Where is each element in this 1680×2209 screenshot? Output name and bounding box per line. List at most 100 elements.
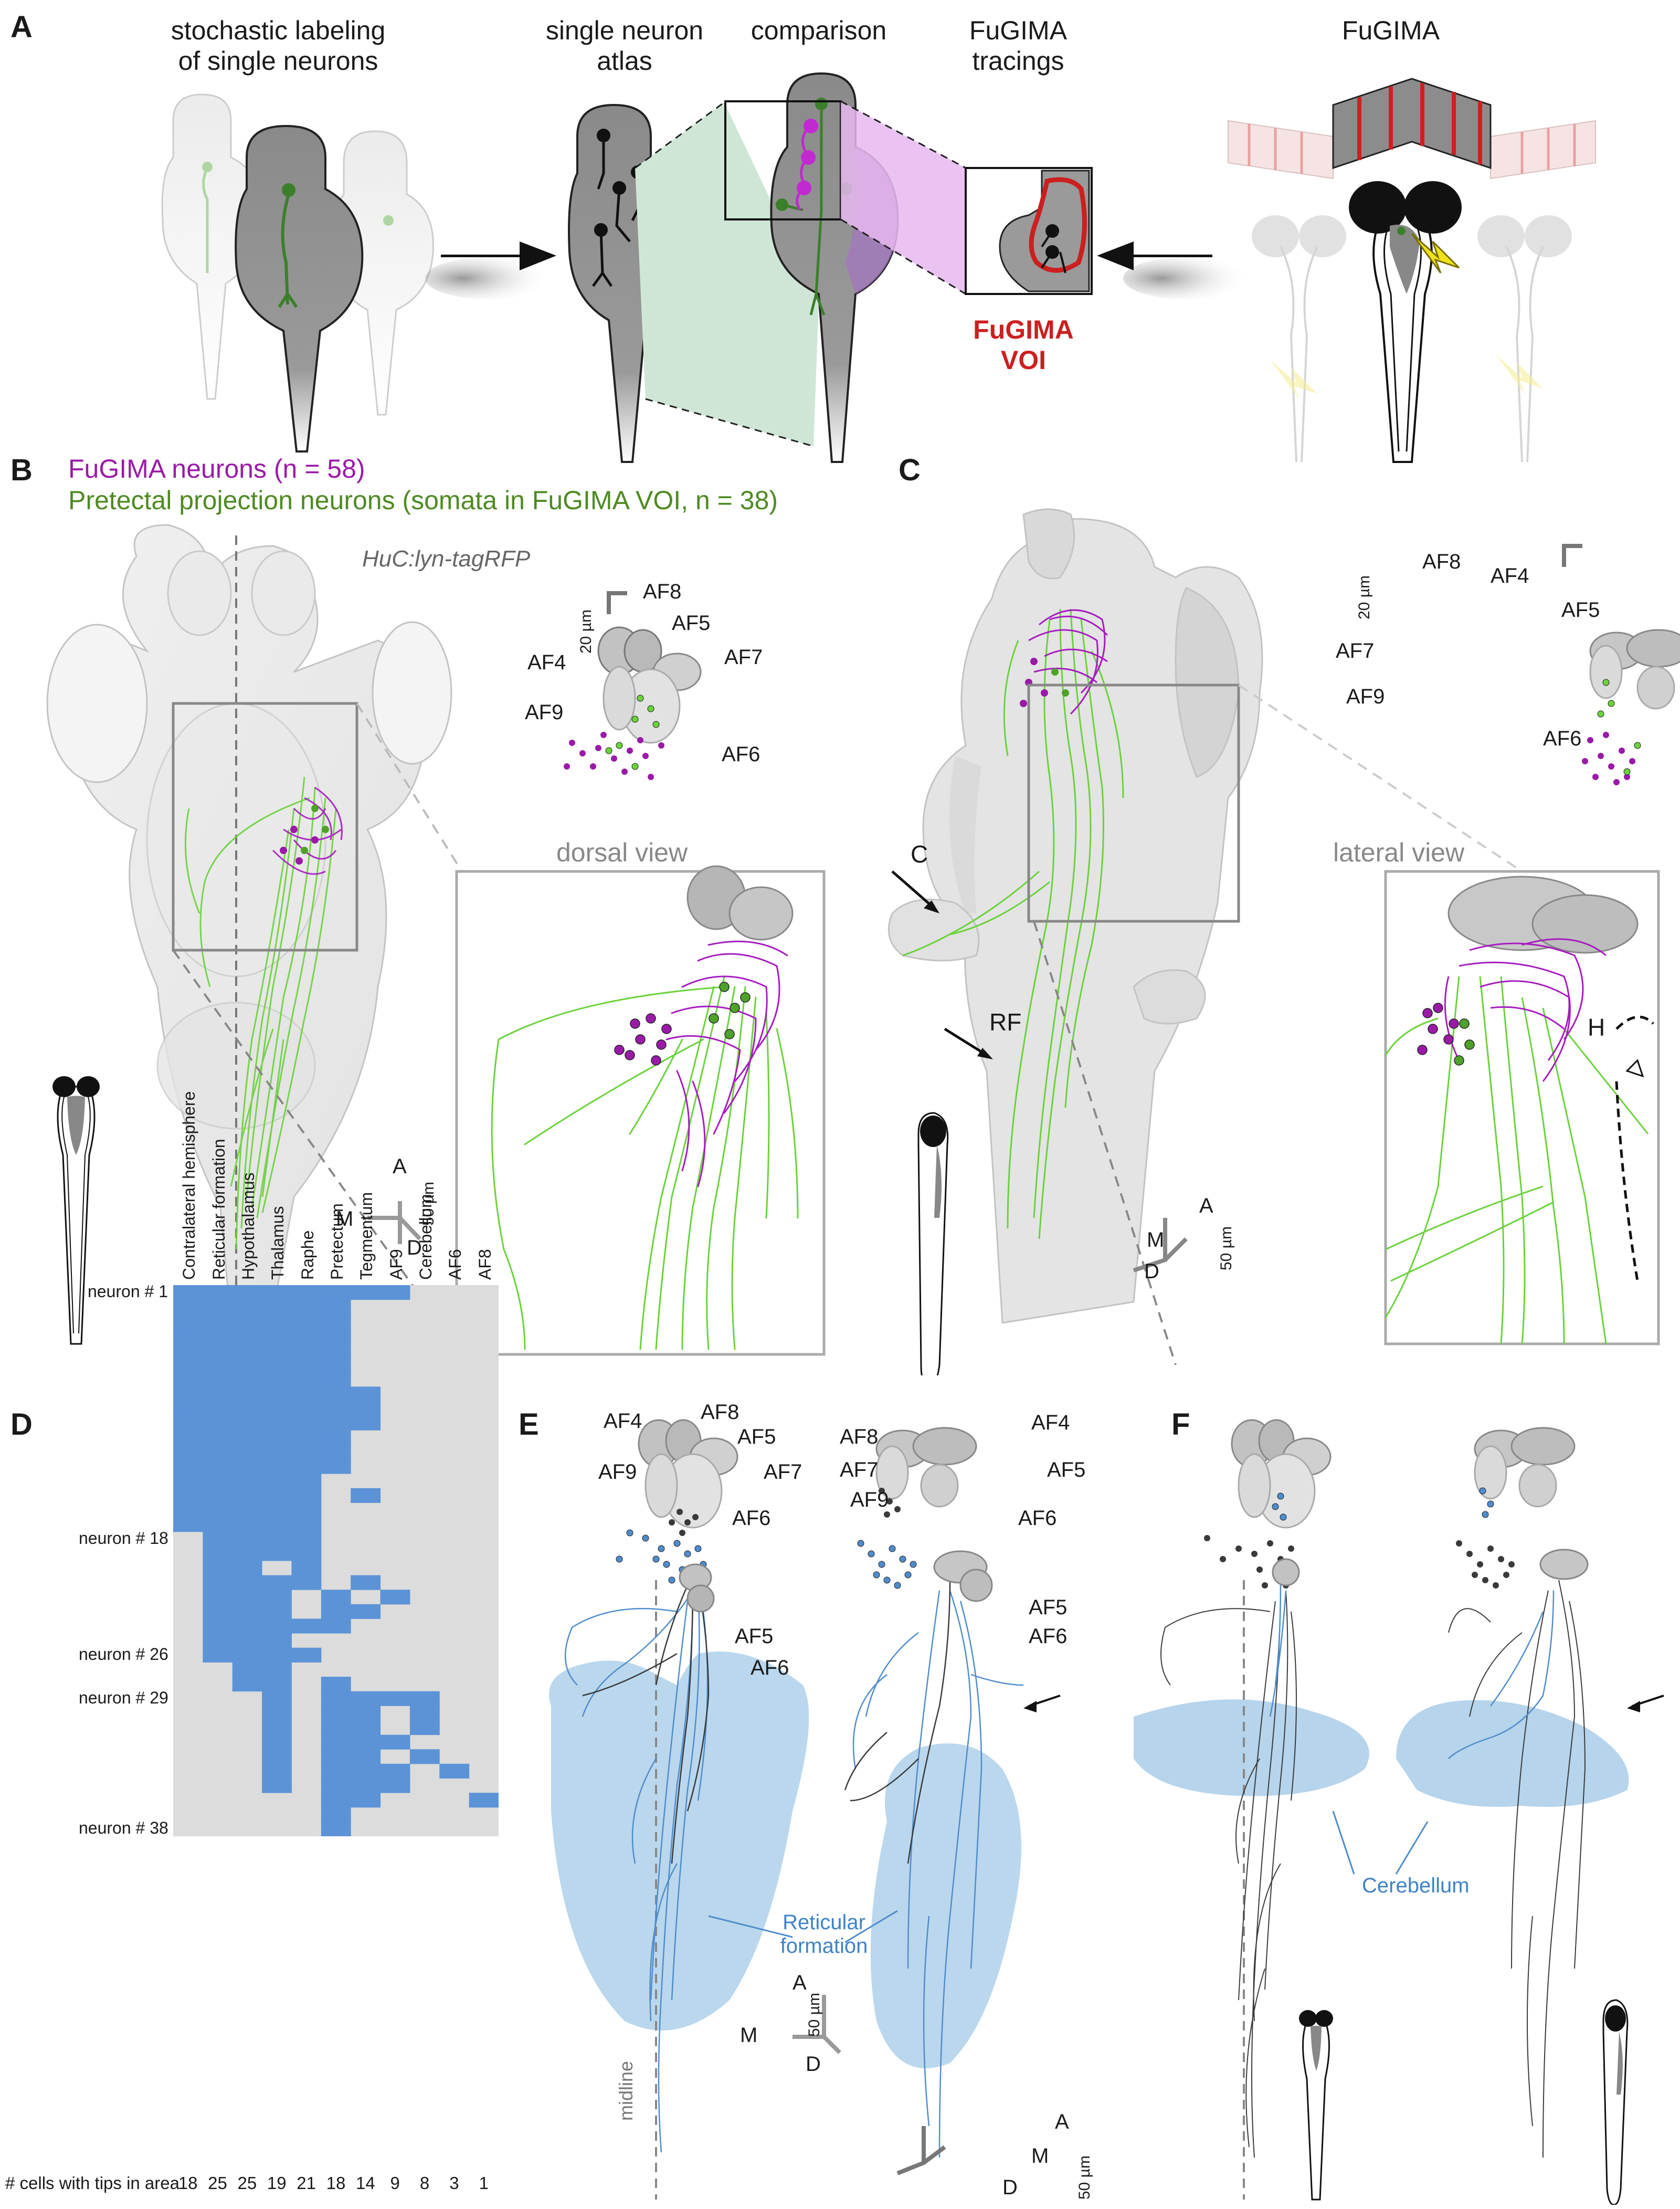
heatmap-cell xyxy=(262,1749,292,1764)
heatmap-cell xyxy=(203,1546,233,1561)
heatmap-count: 1 xyxy=(479,2173,489,2193)
heatmap-cell xyxy=(203,1575,233,1590)
heatmap-cell xyxy=(203,1299,233,1314)
heatmap-cell xyxy=(291,1444,322,1460)
heatmap-count: 9 xyxy=(390,2173,400,2193)
axis-d-b: D xyxy=(407,1236,422,1259)
heatmap-cell xyxy=(291,1502,322,1518)
heatmap-cell xyxy=(203,1401,233,1416)
heatmap-cell xyxy=(291,1488,322,1503)
af6-label-e-bottom-right: AF6 xyxy=(1029,1625,1068,1648)
heatmap-cell xyxy=(232,1372,262,1387)
panel-e-figure xyxy=(549,1419,1061,2200)
heatmap-cell xyxy=(262,1372,292,1387)
heatmap-cell xyxy=(203,1386,233,1402)
heatmap-cell xyxy=(232,1502,262,1518)
heatmap-cell xyxy=(262,1401,292,1416)
label-reporter-line: HuC:lyn-tagRFP xyxy=(362,546,531,572)
heatmap-cell xyxy=(262,1677,292,1692)
heatmap-row-label: neuron # 18 xyxy=(79,1528,168,1548)
heatmap-cell xyxy=(203,1372,233,1387)
heatmap-cell xyxy=(321,1401,351,1416)
af5-label-b: AF5 xyxy=(672,612,711,635)
heatmap-cell xyxy=(380,1734,410,1750)
heatmap-cell xyxy=(232,1662,262,1677)
af7-label-b: AF7 xyxy=(724,646,763,669)
label-h: H xyxy=(1588,1014,1605,1041)
heatmap-cell xyxy=(232,1677,262,1692)
legend-fugima-neurons: FuGIMA neurons (n = 58) xyxy=(68,454,365,483)
heatmap-cell xyxy=(262,1546,292,1561)
heatmap-cell xyxy=(321,1778,351,1793)
heatmap-cell xyxy=(291,1474,322,1489)
heatmap-cell xyxy=(203,1604,233,1619)
af5-label-e-left: AF5 xyxy=(737,1425,776,1448)
heatmap-cell xyxy=(262,1647,292,1663)
heatmap-cell xyxy=(262,1285,292,1300)
heatmap-cell xyxy=(291,1415,322,1430)
af5-label-e-bottom-left: AF5 xyxy=(735,1625,774,1648)
axis-a-e: A xyxy=(793,1971,807,1994)
heatmap-cell xyxy=(203,1590,233,1605)
axis-a-e2: A xyxy=(1055,2110,1069,2133)
heatmap-cell xyxy=(262,1459,292,1474)
heatmap-cell xyxy=(291,1561,322,1576)
heatmap-cell xyxy=(203,1459,233,1474)
heatmap-cell xyxy=(173,1415,203,1430)
heatmap-cell xyxy=(262,1299,292,1314)
axis-a-c: A xyxy=(1199,1194,1213,1217)
heatmap-column-header: Cerebellum xyxy=(416,1194,436,1280)
heatmap-cell xyxy=(262,1314,292,1329)
heatmap-cell xyxy=(262,1531,292,1547)
heatmap-cell xyxy=(291,1459,322,1474)
heatmap-column-header: Raphe xyxy=(298,1230,317,1280)
scale-50um-e: 50 µm xyxy=(806,1993,823,2037)
heatmap-cell xyxy=(232,1299,262,1314)
heatmap-cell xyxy=(173,1474,203,1489)
af4-label-e-right: AF4 xyxy=(1031,1411,1070,1434)
brain-main-a xyxy=(235,124,364,453)
heatmap-cell xyxy=(173,1285,203,1300)
heatmap-cell xyxy=(351,1386,381,1402)
area-heatmap xyxy=(173,1285,499,1836)
label-comparison: comparison xyxy=(751,16,887,45)
label-fugima-voi: FuGIMA VOI xyxy=(973,315,1074,375)
cerebellum-label: Cerebellum xyxy=(1362,1874,1470,1897)
heatmap-column-header: AF6 xyxy=(446,1249,465,1280)
heatmap-cell xyxy=(351,1793,381,1808)
fish-icon-lateral xyxy=(917,1112,949,1375)
heatmap-cell xyxy=(409,1691,440,1706)
heatmap-cell xyxy=(232,1386,262,1402)
heatmap-cell xyxy=(351,1749,381,1764)
heatmap-cell xyxy=(262,1662,292,1677)
label-rf: RF xyxy=(989,1008,1022,1036)
heatmap-cell xyxy=(351,1720,381,1735)
label-fugima: FuGIMA xyxy=(1341,16,1440,45)
heatmap-count: 3 xyxy=(449,2173,459,2193)
heatmap-cell xyxy=(232,1604,262,1619)
heatmap-row-label: neuron # 1 xyxy=(87,1282,168,1301)
heatmap-cell xyxy=(203,1517,233,1532)
heatmap-count: 14 xyxy=(355,2173,375,2193)
heatmap-cell xyxy=(262,1386,292,1402)
heatmap-cell xyxy=(321,1604,351,1619)
heatmap-cell xyxy=(203,1618,233,1634)
axis-a-b: A xyxy=(393,1155,407,1178)
af8-label-e-left: AF8 xyxy=(701,1401,739,1424)
axis-m-e: M xyxy=(740,2024,758,2047)
af5-label-e-bottom-right: AF5 xyxy=(1029,1596,1068,1619)
heatmap-cell xyxy=(262,1778,292,1793)
af7-label-e-left: AF7 xyxy=(764,1460,802,1484)
heatmap-cell xyxy=(203,1647,233,1663)
heatmap-cell xyxy=(351,1604,381,1619)
af6-label-b: AF6 xyxy=(722,743,760,766)
heatmap-cell xyxy=(173,1430,203,1445)
heatmap-cell xyxy=(232,1285,262,1300)
heatmap-cell xyxy=(232,1415,262,1430)
heatmap-cell xyxy=(321,1706,351,1721)
heatmap-cell xyxy=(321,1734,351,1750)
heatmap-cell xyxy=(321,1372,351,1387)
heatmap-cell xyxy=(351,1415,381,1430)
heatmap-column-header: Reticular formation xyxy=(209,1139,228,1280)
heatmap-cell xyxy=(439,1763,470,1779)
